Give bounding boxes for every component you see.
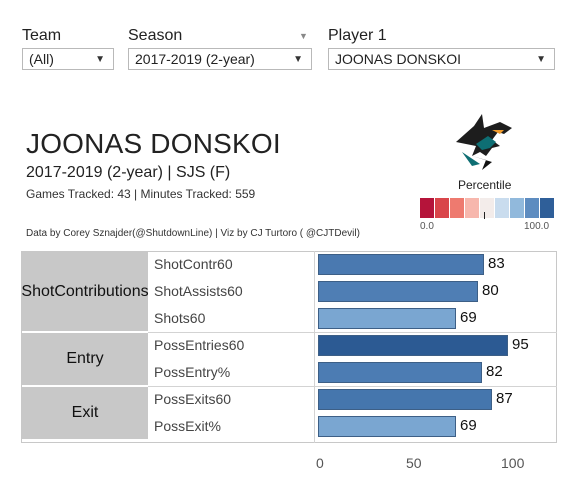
legend-swatch	[480, 198, 495, 218]
group-label-exit: Exit	[22, 387, 148, 439]
bar-value-label: 82	[486, 363, 503, 380]
legend-title: Percentile	[458, 178, 512, 192]
group-label-line: Exit	[71, 404, 99, 422]
player-filter-label: Player 1	[328, 27, 387, 44]
group-label-line: Entry	[66, 350, 104, 368]
legend-swatch	[495, 198, 510, 218]
bar-value-label: 69	[460, 309, 477, 326]
player-name: JOONAS DONSKOI	[26, 128, 281, 159]
bar	[318, 254, 484, 275]
season-team-subtitle: 2017-2019 (2-year) | SJS (F)	[26, 164, 231, 181]
player-filter-dropdown[interactable]: JOONAS DONSKOI ▼	[328, 48, 555, 70]
legend-swatch	[450, 198, 465, 218]
bar	[318, 281, 478, 302]
season-filter-dropdown[interactable]: 2017-2019 (2-year) ▼	[128, 48, 312, 70]
chart-axis-divider	[314, 251, 315, 443]
legend-swatch	[510, 198, 525, 218]
metric-label: PossExits60	[154, 391, 232, 407]
chart-frame	[21, 251, 557, 443]
group-label-entry: Entry	[22, 333, 148, 385]
bar	[318, 308, 456, 329]
group-label-line: Contributions	[54, 282, 149, 300]
season-filter-menu-icon[interactable]: ▼	[299, 31, 308, 41]
legend-swatch	[420, 198, 435, 218]
chevron-down-icon: ▼	[293, 54, 303, 65]
percentile-legend-bar	[420, 198, 554, 218]
group-label-line: Shot	[21, 282, 55, 300]
metric-label: ShotContr60	[154, 256, 233, 272]
x-tick-100: 100	[501, 455, 525, 471]
legend-swatch	[540, 198, 554, 218]
legend-marker	[484, 212, 485, 219]
chevron-down-icon: ▼	[95, 54, 105, 65]
sjs-shark-logo	[456, 114, 512, 170]
x-tick-0: 0	[316, 455, 324, 471]
season-filter-value: 2017-2019 (2-year)	[135, 51, 255, 67]
legend-min-label: 0.0	[420, 221, 434, 232]
bar	[318, 362, 482, 383]
team-filter-value: (All)	[29, 51, 54, 67]
player-filter-value: JOONAS DONSKOI	[335, 51, 462, 67]
bar-value-label: 80	[482, 282, 499, 299]
legend-swatch	[465, 198, 480, 218]
bar	[318, 416, 456, 437]
legend-max-label: 100.0	[524, 221, 550, 232]
bar-value-label: 87	[496, 390, 513, 407]
team-filter-dropdown[interactable]: (All) ▼	[22, 48, 114, 70]
legend-swatch	[435, 198, 450, 218]
metric-label: PossEntry%	[154, 364, 231, 380]
bar-value-label: 83	[488, 255, 505, 272]
chevron-down-icon: ▼	[536, 54, 546, 65]
legend-swatch	[525, 198, 540, 218]
group-label-shot-contributions: Shot Contributions	[21, 252, 149, 331]
metric-label: Shots60	[154, 310, 206, 326]
metric-label: PossEntries60	[154, 337, 245, 353]
bar	[318, 335, 508, 356]
team-filter-label: Team	[22, 27, 62, 44]
bar-value-label: 95	[512, 336, 529, 353]
group-divider	[148, 332, 557, 333]
x-tick-50: 50	[406, 455, 422, 471]
tracking-info: Games Tracked: 43 | Minutes Tracked: 559	[26, 187, 256, 201]
data-credits: Data by Corey Sznajder(@ShutdownLine) | …	[26, 228, 360, 239]
metric-label: PossExit%	[154, 418, 221, 434]
metric-label: ShotAssists60	[154, 283, 243, 299]
season-filter-label: Season	[128, 27, 183, 44]
bar	[318, 389, 492, 410]
bar-value-label: 69	[460, 417, 477, 434]
group-divider	[148, 386, 557, 387]
